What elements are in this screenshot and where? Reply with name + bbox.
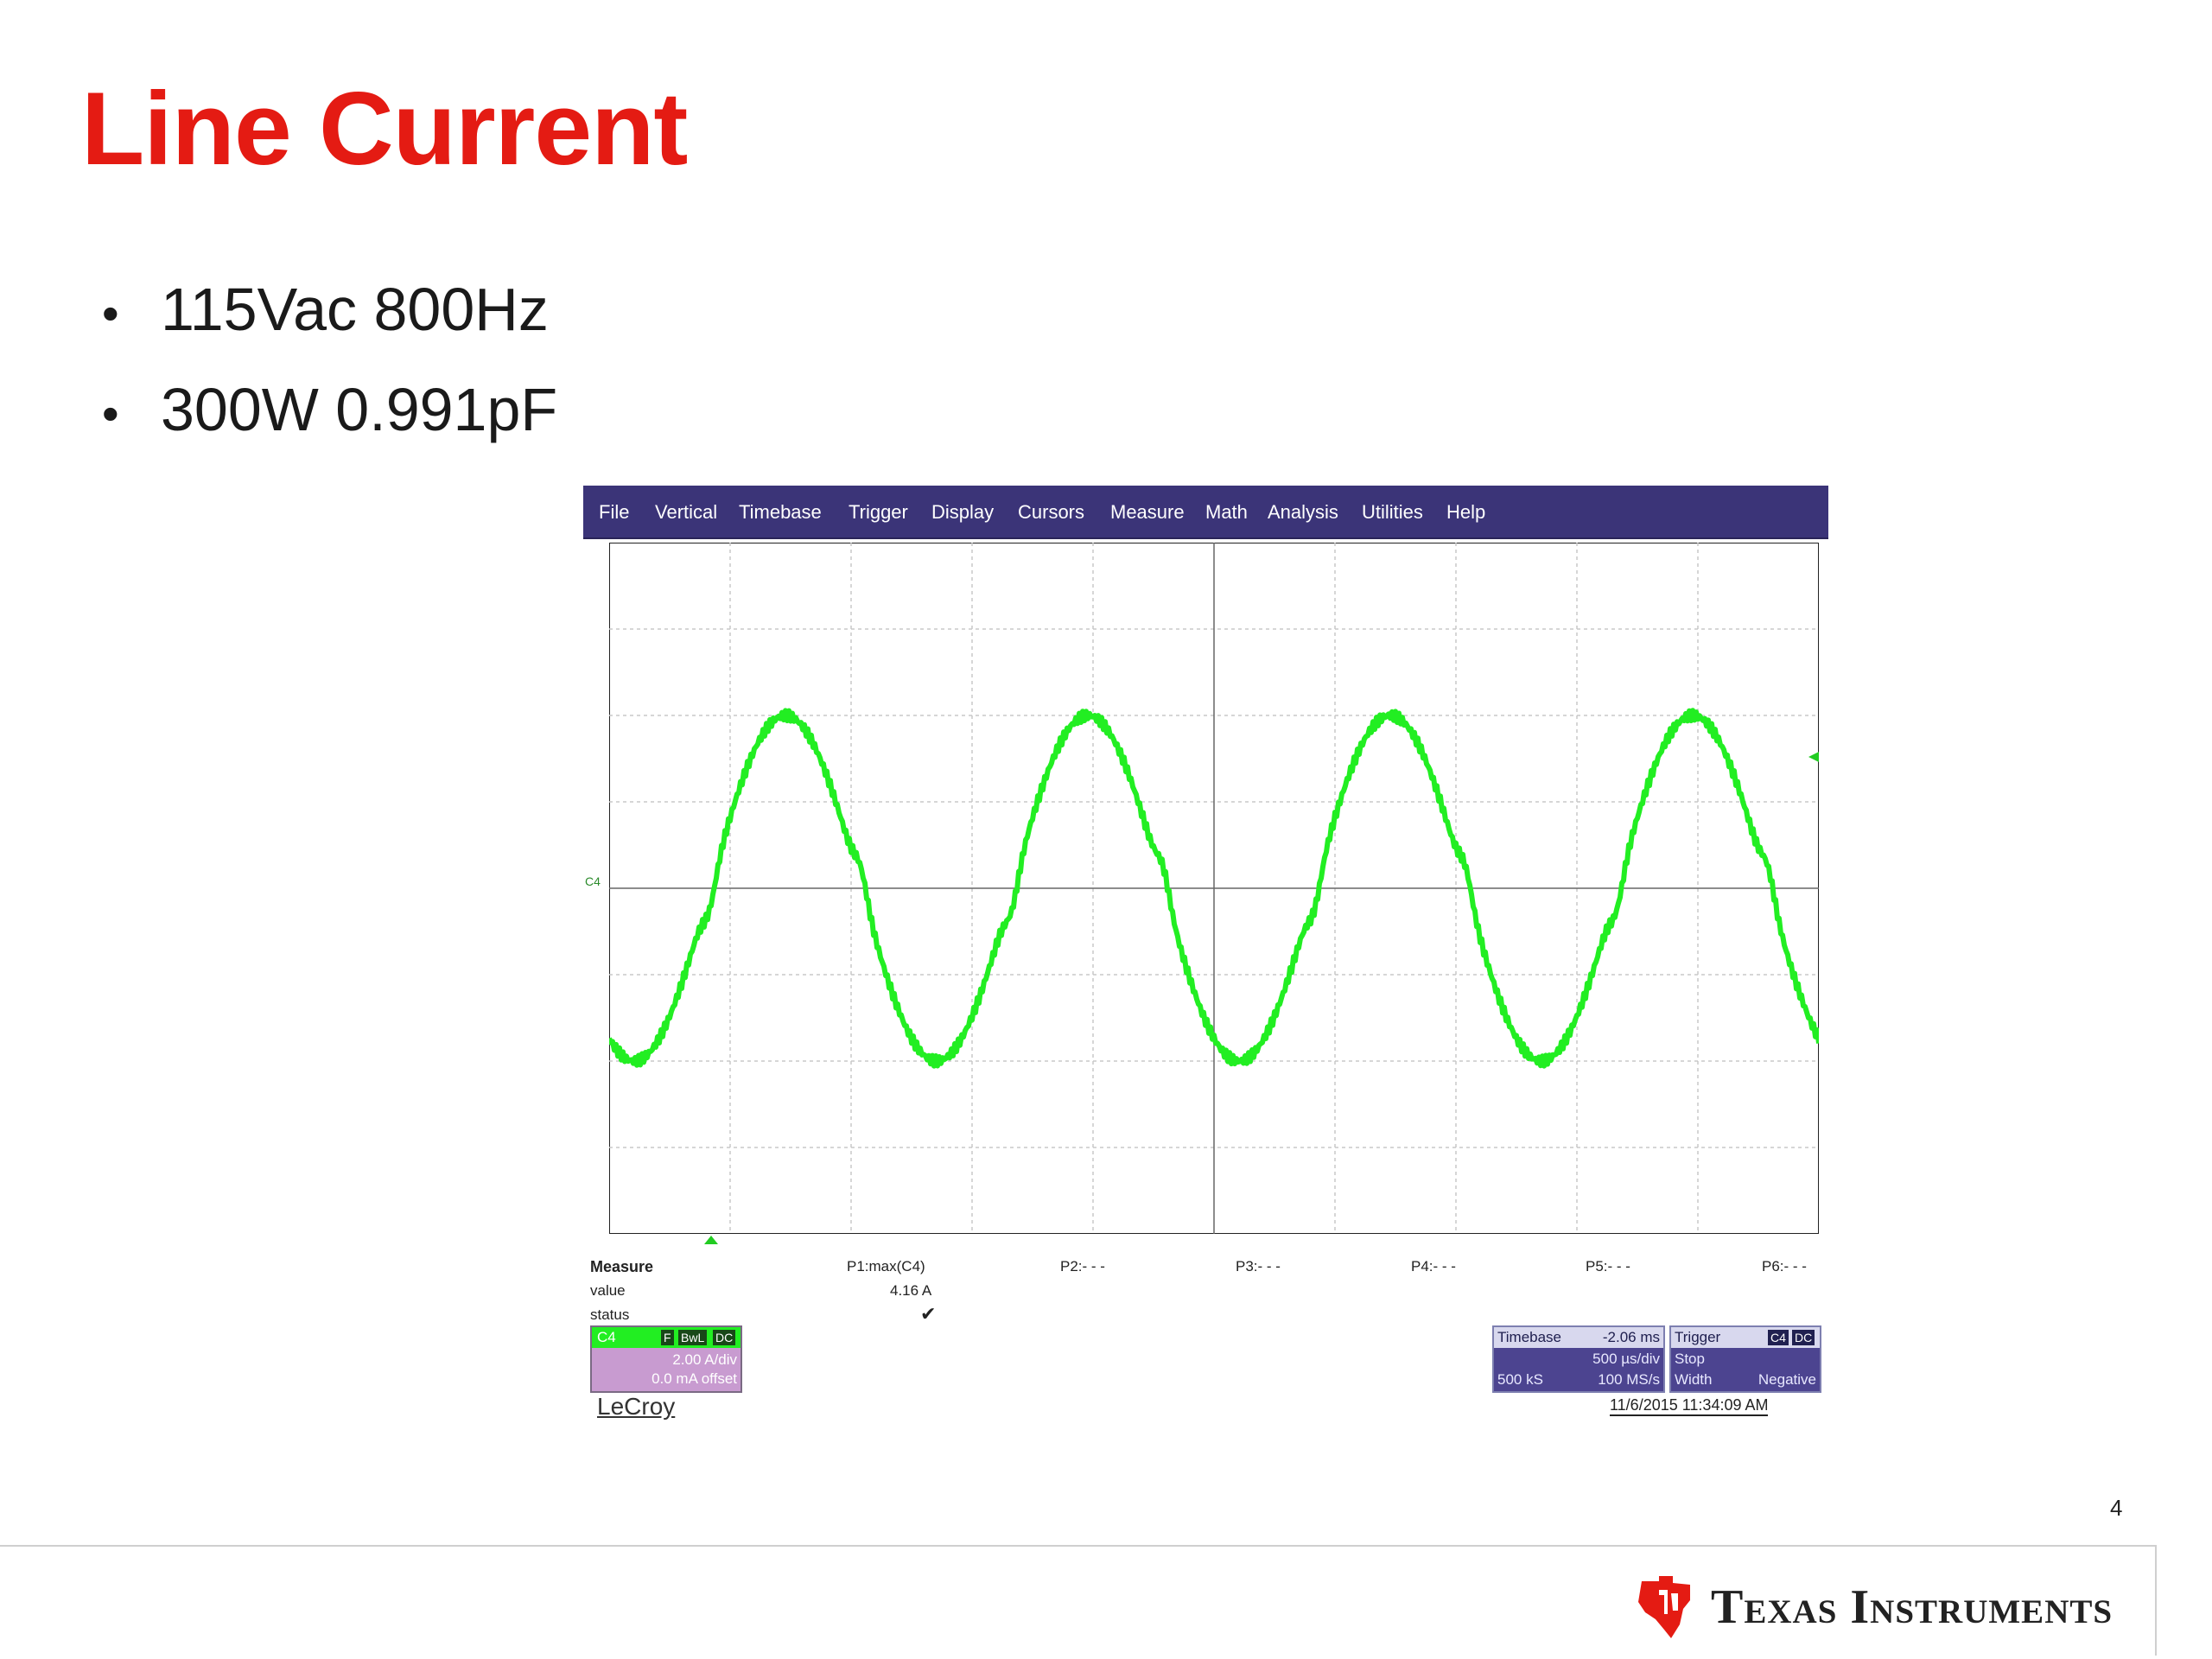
ti-brand-name: Texas Instruments [1711, 1580, 2113, 1635]
trigger-polarity: Negative [1758, 1371, 1816, 1388]
channel-c4-descriptor[interactable]: C4 F BwL DC 2.00 A/div 0.0 mA offset [590, 1325, 742, 1393]
menu-math[interactable]: Math [1205, 501, 1248, 523]
timebase-scale: 500 µs/div [1592, 1351, 1660, 1367]
menu-cursors[interactable]: Cursors [1018, 501, 1085, 523]
timebase-samples: 500 kS [1497, 1371, 1543, 1388]
channel-tag-f: F [661, 1330, 674, 1345]
trigger-level-marker [1808, 752, 1819, 762]
menu-trigger[interactable]: Trigger [849, 501, 908, 523]
channel-c4-trace [609, 708, 1819, 1069]
page-number: 4 [2110, 1495, 2123, 1521]
measure-param-p5[interactable]: P5:- - - [1586, 1258, 1630, 1274]
timebase-rate: 100 MS/s [1598, 1371, 1660, 1388]
ti-brand-text: Texas Instruments [1711, 1580, 2113, 1634]
measure-p1-status-check: ✔ [920, 1303, 937, 1325]
scope-datetime: 11/6/2015 11:34:09 AM [1610, 1396, 1769, 1416]
lecroy-logo: LeCroy [597, 1393, 676, 1420]
measure-param-p2[interactable]: P2:- - - [1060, 1258, 1105, 1274]
timebase-label: Timebase [1497, 1329, 1562, 1345]
bullet-list: • 115Vac 800Hz • 300W 0.991pF [102, 259, 557, 460]
slide-footer [0, 1545, 2157, 1656]
ti-logo-icon [1638, 1576, 1690, 1638]
measure-param-p3[interactable]: P3:- - - [1236, 1258, 1281, 1274]
bullet-dot: • [102, 386, 119, 441]
channel-scale: 2.00 A/div [672, 1351, 737, 1368]
slide-title: Line Current [81, 71, 688, 187]
timebase-header [1494, 1327, 1663, 1348]
menu-display[interactable]: Display [931, 501, 995, 523]
trigger-label: Trigger [1675, 1329, 1721, 1345]
timebase-descriptor[interactable]: Timebase -2.06 ms 500 µs/div 500 kS 100 … [1492, 1325, 1665, 1393]
menu-file[interactable]: File [599, 501, 630, 523]
trigger-type: Width [1675, 1371, 1713, 1388]
measure-param-p4[interactable]: P4:- - - [1411, 1258, 1456, 1274]
channel-tag-dc: DC [713, 1330, 736, 1345]
oscilloscope-screenshot: File Vertical Timebase Trigger Display C… [583, 486, 1828, 1427]
measure-param-p6[interactable]: P6:- - - [1762, 1258, 1807, 1274]
measure-param-p1[interactable]: P1:max(C4) [847, 1258, 925, 1274]
menu-utilities[interactable]: Utilities [1362, 501, 1423, 523]
grid-center-axes [609, 543, 1819, 1234]
measure-status-label: status [590, 1306, 630, 1323]
menu-analysis[interactable]: Analysis [1268, 501, 1338, 523]
trigger-tag-dc: DC [1792, 1330, 1815, 1345]
bullet-item: • 300W 0.991pF [102, 359, 557, 460]
trigger-position-marker [704, 1236, 718, 1244]
channel-name: C4 [597, 1329, 616, 1345]
menu-help[interactable]: Help [1446, 501, 1486, 523]
menu-measure[interactable]: Measure [1110, 501, 1185, 523]
channel-tag-bwl: BwL [678, 1330, 708, 1345]
bullet-text: 300W 0.991pF [161, 376, 558, 443]
timebase-delay: -2.06 ms [1602, 1329, 1660, 1345]
bullet-dot: • [102, 286, 119, 340]
measure-p1-value: 4.16 A [890, 1282, 932, 1299]
channel-offset: 0.0 mA offset [652, 1370, 737, 1387]
channel-c4-header: C4 F BwL DC [592, 1327, 741, 1348]
bullet-item: • 115Vac 800Hz [102, 259, 557, 359]
measure-header: Measure [590, 1258, 654, 1275]
measure-value-label: value [590, 1282, 626, 1299]
menu-vertical[interactable]: Vertical [655, 501, 718, 523]
bullet-text: 115Vac 800Hz [161, 276, 549, 343]
trigger-tag-c4: C4 [1768, 1330, 1789, 1345]
scope-menubar: File Vertical Timebase Trigger Display C… [583, 486, 1828, 539]
trigger-mode: Stop [1675, 1351, 1705, 1367]
menu-timebase[interactable]: Timebase [739, 501, 822, 523]
channel-marker-label: C4 [585, 874, 601, 888]
trigger-descriptor[interactable]: Trigger C4 DC Stop Width Negative [1669, 1325, 1821, 1393]
scope-grid [609, 543, 1819, 1234]
